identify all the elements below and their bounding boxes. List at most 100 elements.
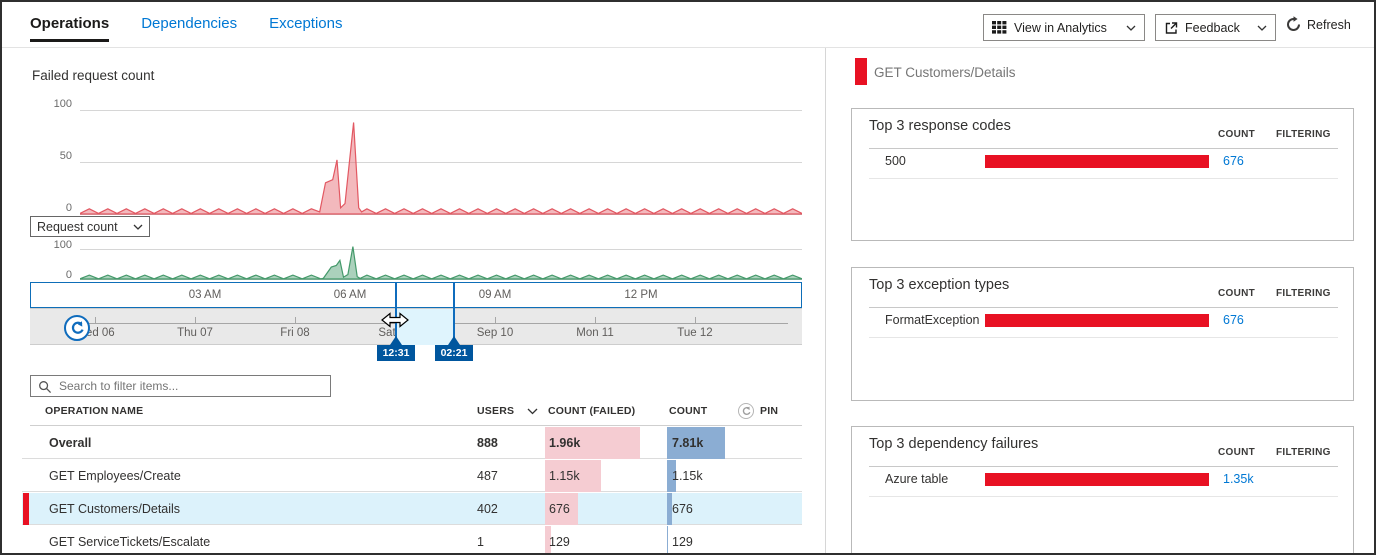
card-title: Top 3 response codes	[869, 118, 1011, 134]
brush-day-label: Mon 11	[576, 327, 614, 339]
count-column-header: COUNT	[1218, 447, 1256, 458]
table-row-selected[interactable]: GET Customers/Details 402 676 676	[22, 493, 802, 525]
card-top-exception-types: Top 3 exception types COUNT FILTERING Fo…	[851, 267, 1354, 401]
metric-selector-dropdown[interactable]: Request count	[30, 216, 150, 237]
metric-selector-label: Request count	[37, 219, 118, 234]
tab-operations[interactable]: Operations	[30, 15, 110, 42]
view-in-analytics-label: View in Analytics	[1014, 20, 1107, 35]
brush-tick	[95, 317, 96, 324]
users-value: 402	[477, 502, 498, 516]
filter-search-box[interactable]	[30, 375, 331, 397]
search-input[interactable]	[57, 377, 327, 395]
selected-operation-title: GET Customers/Details	[874, 65, 1016, 80]
grid-icon	[992, 21, 1007, 34]
response-code-label: 500	[885, 154, 906, 168]
column-header-count-failed[interactable]: COUNT (FAILED)	[548, 405, 636, 417]
brush-start-time-badge: 12:31	[377, 345, 415, 361]
operation-name: GET ServiceTickets/Escalate	[49, 535, 211, 549]
undo-icon	[69, 320, 85, 336]
count-bar	[667, 460, 676, 492]
exception-type-count-link[interactable]: 676	[1223, 313, 1244, 327]
search-icon	[38, 380, 52, 394]
brush-tick	[495, 317, 496, 324]
brush-start-handle[interactable]	[390, 336, 402, 345]
x-axis-tick: 03 AM	[188, 289, 222, 301]
card-row-divider	[869, 337, 1338, 338]
column-header-count[interactable]: COUNT	[669, 405, 708, 417]
brush-end-handle[interactable]	[448, 336, 460, 345]
operation-name: GET Employees/Create	[49, 469, 181, 483]
users-value: 487	[477, 469, 498, 483]
brush-day-label: Tue 12	[677, 327, 713, 339]
column-header-pin[interactable]: PIN	[760, 405, 779, 417]
gridline	[80, 249, 802, 250]
gridline	[80, 162, 802, 163]
table-row[interactable]: GET ServiceTickets/Escalate 1 129 129	[22, 526, 802, 553]
brush-tick	[595, 317, 596, 324]
table-row[interactable]: GET Employees/Create 487 1.15k 1.15k	[22, 460, 802, 492]
failed-count-bar	[545, 493, 578, 525]
filtering-column-header: FILTERING	[1276, 288, 1331, 299]
y-axis-tick: 0	[65, 202, 72, 214]
failed-count-bar	[545, 526, 552, 553]
brush-tick	[695, 317, 696, 324]
brush-selected-range[interactable]	[397, 309, 453, 345]
horizontal-resize-cursor	[380, 311, 410, 329]
brush-day-label: Fri 08	[280, 327, 310, 339]
dependency-failure-label: Azure table	[885, 472, 949, 486]
operation-name: GET Customers/Details	[49, 502, 181, 516]
selected-row-accent	[23, 493, 29, 525]
table-header-divider	[30, 425, 802, 426]
chevron-down-icon	[1257, 25, 1267, 31]
failed-count-value: 1.96k	[549, 436, 581, 450]
tab-exceptions[interactable]: Exceptions	[269, 15, 343, 32]
request-count-area-chart	[80, 246, 802, 280]
brush-day-label: Thu 07	[177, 327, 213, 339]
column-header-operation-name[interactable]: OPERATION NAME	[45, 405, 144, 417]
tab-bar: Operations Dependencies Exceptions	[30, 15, 342, 42]
filtering-column-header: FILTERING	[1276, 129, 1331, 140]
exception-type-label: FormatException	[885, 313, 980, 327]
dependency-failure-bar	[985, 473, 1209, 486]
brush-start-line[interactable]	[395, 282, 397, 345]
gridline	[80, 110, 802, 111]
brush-end-time-badge: 02:21	[435, 345, 473, 361]
tab-dependencies[interactable]: Dependencies	[141, 15, 238, 32]
count-value: 1.15k	[672, 469, 703, 483]
column-header-users[interactable]: USERS	[477, 405, 515, 417]
y-axis-tick: 50	[59, 150, 72, 162]
refresh-button[interactable]: Refresh	[1285, 16, 1351, 33]
reset-time-range-button[interactable]	[64, 315, 90, 341]
chevron-down-icon	[133, 224, 143, 230]
brush-day-label: Sep 10	[476, 327, 514, 339]
operation-name: Overall	[49, 436, 92, 450]
response-code-bar	[985, 155, 1209, 168]
view-in-analytics-button[interactable]: View in Analytics	[983, 14, 1145, 41]
pin-reset-icon[interactable]	[738, 403, 754, 419]
card-header-divider	[869, 148, 1338, 149]
sort-chevron-icon[interactable]	[527, 408, 538, 415]
card-title: Top 3 dependency failures	[869, 436, 1039, 452]
feedback-button[interactable]: Feedback	[1155, 14, 1276, 41]
y-axis-tick: 100	[53, 98, 72, 110]
count-value: 129	[672, 535, 693, 549]
brush-tick	[295, 317, 296, 324]
selected-operation-accent	[855, 58, 867, 85]
y-axis-tick: 100	[53, 239, 72, 251]
count-value: 7.81k	[672, 436, 704, 450]
count-column-header: COUNT	[1218, 288, 1256, 299]
users-value: 888	[477, 436, 498, 450]
count-column-header: COUNT	[1218, 129, 1256, 140]
count-value: 676	[672, 502, 693, 516]
failed-request-chart-title: Failed request count	[32, 68, 155, 83]
table-row-overall[interactable]: Overall 888 1.96k 7.81k	[22, 427, 802, 459]
y-axis-tick: 0	[65, 269, 72, 281]
card-row-divider	[869, 496, 1338, 497]
dependency-failure-count-link[interactable]: 1.35k	[1223, 472, 1254, 486]
card-header-divider	[869, 307, 1338, 308]
brush-end-line[interactable]	[453, 282, 455, 345]
x-axis-tick: 12 PM	[624, 289, 658, 301]
card-title: Top 3 exception types	[869, 277, 1010, 293]
response-code-count-link[interactable]: 676	[1223, 154, 1244, 168]
